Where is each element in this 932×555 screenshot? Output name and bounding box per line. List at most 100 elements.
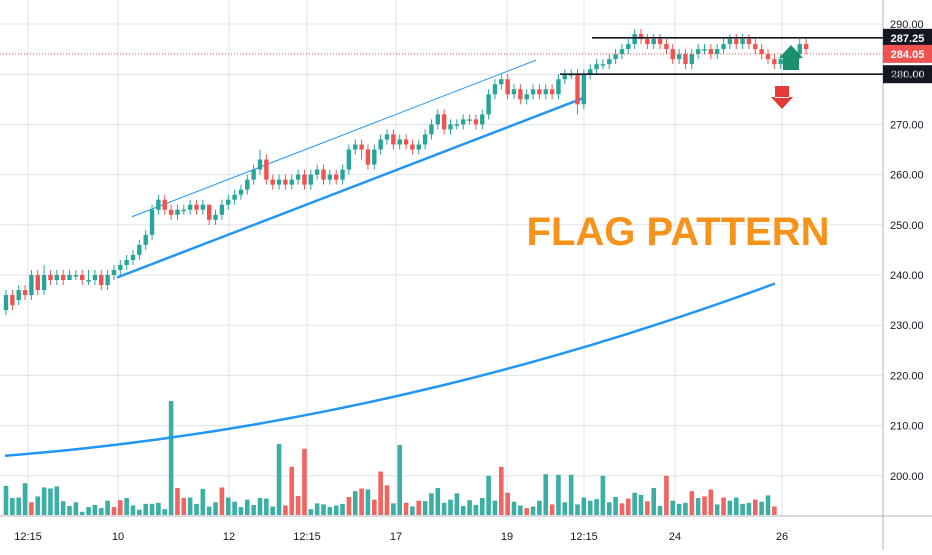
candle-body: [245, 179, 250, 190]
candle-body: [588, 69, 593, 75]
volume-bar: [194, 503, 199, 515]
price-tick-label: 260.00: [890, 170, 924, 182]
price-levels: 287.25 284.05 280.00: [0, 28, 932, 84]
volume-bar: [441, 502, 447, 515]
candle-body: [645, 39, 650, 45]
price-tick-label: 280.00: [890, 69, 924, 81]
volume-bar: [486, 475, 491, 515]
candle-body: [149, 209, 155, 235]
volume-bar: [327, 507, 333, 515]
volume-bar: [518, 505, 523, 515]
price-label: 280.00: [891, 69, 925, 81]
candle-body: [727, 39, 733, 45]
candle-body: [257, 159, 263, 170]
volume-bar: [365, 489, 371, 515]
volume-bar: [499, 466, 504, 515]
candle-body: [226, 199, 231, 205]
volume-bar: [638, 494, 644, 515]
volume-bar: [600, 475, 606, 515]
volume-bar: [16, 497, 21, 515]
volume-bar: [295, 495, 301, 515]
volume-bar: [175, 487, 180, 515]
candle-body: [740, 39, 745, 45]
candle-body: [41, 275, 47, 291]
price-tick-label: 210.00: [890, 421, 924, 433]
volume-bar: [689, 491, 695, 515]
candle-body: [213, 214, 218, 220]
volume-bar: [302, 448, 307, 515]
candle-body: [283, 179, 288, 185]
volume-bar: [79, 511, 85, 515]
volume-bar: [181, 498, 187, 515]
candle-body: [264, 159, 269, 180]
volume-bar: [403, 502, 409, 515]
candle-body: [657, 39, 663, 45]
volume-bar: [359, 488, 364, 515]
volume-bar: [454, 493, 460, 515]
candle-body: [480, 114, 485, 125]
candle-body: [721, 44, 726, 50]
candle-body: [600, 64, 606, 66]
candle-body: [734, 39, 739, 45]
candle-body: [3, 295, 9, 311]
volume-bar: [587, 500, 593, 515]
candle-body: [175, 209, 180, 215]
volume-bar: [645, 501, 650, 515]
candle-body: [753, 44, 758, 50]
candle-body: [384, 134, 390, 140]
volume-bar: [168, 401, 174, 515]
volume-bar: [264, 498, 269, 515]
volume-bar: [594, 499, 599, 515]
volume-bar: [727, 500, 733, 515]
candle-body: [137, 244, 142, 255]
candle-body: [549, 89, 555, 95]
candle-body: [156, 199, 161, 210]
volume-bar: [219, 487, 225, 515]
volume-bar: [105, 500, 110, 515]
candle-body: [111, 269, 117, 275]
candle-body: [232, 194, 237, 200]
volume-bar: [473, 504, 479, 515]
volume-bar: [10, 498, 15, 515]
candle-body: [276, 179, 282, 185]
candle-body: [530, 89, 536, 95]
volume-bar: [721, 497, 726, 515]
volume-bar: [111, 507, 117, 515]
price-tick-label: 270.00: [890, 119, 924, 131]
volume-bar: [206, 506, 212, 515]
candle-body: [676, 54, 682, 60]
volume-bar: [333, 505, 339, 515]
up-arrow-icon: [779, 45, 803, 70]
time-tick-label: 12:15: [14, 531, 42, 543]
candle-body: [295, 174, 301, 180]
candle-body: [778, 59, 783, 65]
candle-body: [708, 49, 714, 55]
volume-bar: [606, 502, 612, 515]
candle-body: [353, 144, 358, 150]
candle-body: [575, 74, 580, 105]
volume-bar: [429, 493, 434, 515]
price-label-box: [883, 65, 932, 84]
volume-bar: [613, 496, 618, 515]
lower-trendline: [116, 96, 585, 279]
volume-bar: [314, 503, 320, 515]
candle-body: [105, 275, 110, 286]
volume-bar: [676, 503, 682, 515]
volume-bar: [416, 500, 422, 515]
candle-body: [518, 89, 523, 100]
candle-body: [22, 290, 28, 296]
candle-body: [207, 204, 212, 220]
volume-bar: [73, 502, 79, 515]
volume-bar: [753, 499, 758, 515]
candle-body: [607, 59, 612, 65]
volume-bar: [391, 503, 396, 515]
candle-body: [505, 79, 510, 95]
volume-bar: [137, 509, 142, 515]
volume-bar: [695, 498, 701, 515]
candle-body: [340, 169, 345, 180]
candle-body: [410, 144, 415, 150]
volume-bar: [67, 505, 72, 515]
candle-body: [626, 44, 631, 50]
volume-bar: [530, 506, 536, 515]
